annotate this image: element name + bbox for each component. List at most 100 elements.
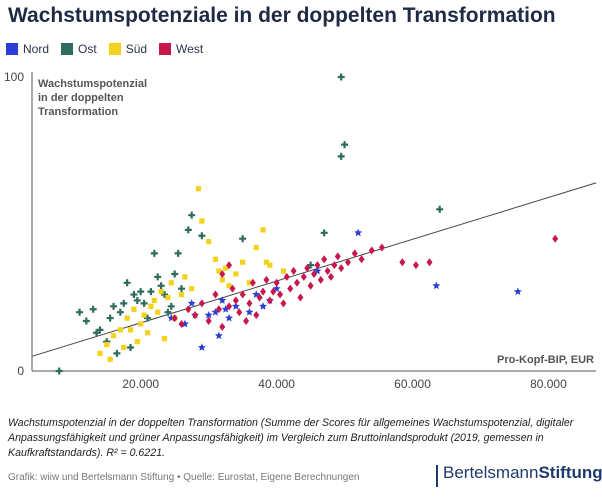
point-west: [178, 319, 185, 328]
y-axis-title-line-2: in der doppelten: [38, 92, 124, 104]
axes: [31, 72, 596, 372]
point-west: [338, 264, 345, 273]
legend-swatch-west: [159, 43, 172, 55]
point-ost: [157, 282, 165, 290]
point-ost: [144, 314, 152, 322]
point-west: [287, 284, 294, 293]
legend-swatch-ost: [61, 43, 74, 55]
point-west: [205, 317, 212, 326]
point-sued: [182, 274, 188, 280]
point-ost: [130, 291, 138, 299]
point-ost: [120, 299, 128, 307]
point-west: [378, 243, 385, 252]
point-ost: [137, 288, 145, 296]
point-sued: [280, 268, 287, 274]
point-sued: [97, 350, 103, 356]
x-tick-label: 20.000: [122, 377, 159, 391]
point-ost: [174, 249, 182, 257]
point-west: [219, 322, 226, 331]
point-west: [260, 287, 267, 296]
point-ost: [239, 235, 247, 243]
point-west: [171, 314, 178, 323]
point-west: [185, 305, 192, 314]
point-nord: [187, 299, 196, 307]
brand-name-part-1: Bertelsmann: [443, 463, 539, 482]
point-west: [314, 261, 321, 270]
brand-name-part-2: Stiftung: [538, 463, 602, 482]
point-ost: [337, 152, 345, 160]
point-west: [192, 311, 199, 320]
point-sued: [240, 259, 246, 265]
scatter-chart: Wachstumspotenzial in der doppelten Tran…: [4, 70, 597, 391]
point-nord: [221, 305, 230, 313]
x-tick-label: 60.000: [394, 377, 431, 391]
brand-logo: BertelsmannStiftung: [443, 463, 602, 483]
point-nord: [354, 228, 363, 237]
point-west: [212, 290, 219, 299]
point-ost: [154, 273, 162, 281]
point-west: [297, 293, 304, 302]
point-ost: [93, 329, 101, 337]
point-ost: [184, 226, 192, 234]
point-ost: [89, 305, 97, 313]
point-west: [311, 269, 317, 278]
point-sued: [151, 297, 157, 304]
point-ost: [113, 349, 121, 357]
point-west: [307, 281, 314, 290]
point-west: [426, 258, 433, 267]
point-west: [300, 272, 307, 281]
legend-label-nord: Nord: [23, 42, 50, 56]
point-sued: [253, 244, 259, 251]
legend-item-west: West: [159, 42, 203, 56]
legend-item-sued: Süd: [108, 42, 147, 56]
point-sued: [168, 280, 174, 286]
point-sued: [127, 327, 134, 333]
point-sued: [246, 280, 253, 286]
point-west: [226, 302, 233, 311]
x-tick-label: 80.000: [530, 377, 567, 391]
point-west: [283, 272, 290, 281]
point-west: [226, 261, 233, 270]
point-west: [219, 269, 226, 278]
x-axis-title: Pro-Kopf-BIP, EUR: [497, 354, 594, 366]
y-axis-title-line-1: Wachstumspotenzial: [38, 78, 147, 90]
point-west: [290, 267, 297, 276]
point-sued: [165, 294, 171, 301]
point-nord: [245, 308, 254, 316]
point-west: [232, 296, 239, 305]
chart-title: Wachstumspotenziale in der doppelten Tra…: [8, 4, 556, 27]
point-sued: [158, 289, 164, 295]
point-nord: [211, 308, 220, 316]
point-sued: [267, 262, 273, 268]
brand-divider: [436, 465, 438, 487]
point-west: [552, 234, 559, 243]
point-ost: [337, 73, 345, 81]
point-ost: [171, 270, 179, 278]
point-west: [277, 290, 284, 299]
point-west: [236, 308, 243, 317]
point-sued: [161, 336, 168, 342]
y-axis-title: Wachstumspotenzial in der doppelten Tran…: [38, 78, 147, 118]
point-nord: [513, 287, 522, 296]
point-ost: [116, 308, 124, 316]
point-ost: [106, 314, 114, 322]
point-west: [270, 287, 277, 296]
source-footer: Grafik: wiiw und Bertelsmann Stiftung • …: [8, 472, 360, 483]
legend-label-west: West: [176, 42, 204, 56]
y-tick-label: 0: [17, 364, 24, 378]
point-west: [198, 299, 205, 308]
point-sued: [141, 312, 147, 318]
point-west: [368, 246, 375, 255]
point-sued: [134, 339, 140, 345]
regression-line-group: [31, 182, 597, 357]
point-west: [229, 284, 236, 293]
point-sued: [226, 283, 232, 289]
point-ost: [123, 279, 131, 287]
point-nord: [225, 313, 234, 322]
point-nord: [204, 310, 213, 319]
data-points: [55, 73, 559, 375]
point-sued: [219, 277, 225, 283]
point-ost: [177, 285, 185, 293]
point-west: [317, 275, 324, 284]
point-west: [399, 258, 406, 267]
